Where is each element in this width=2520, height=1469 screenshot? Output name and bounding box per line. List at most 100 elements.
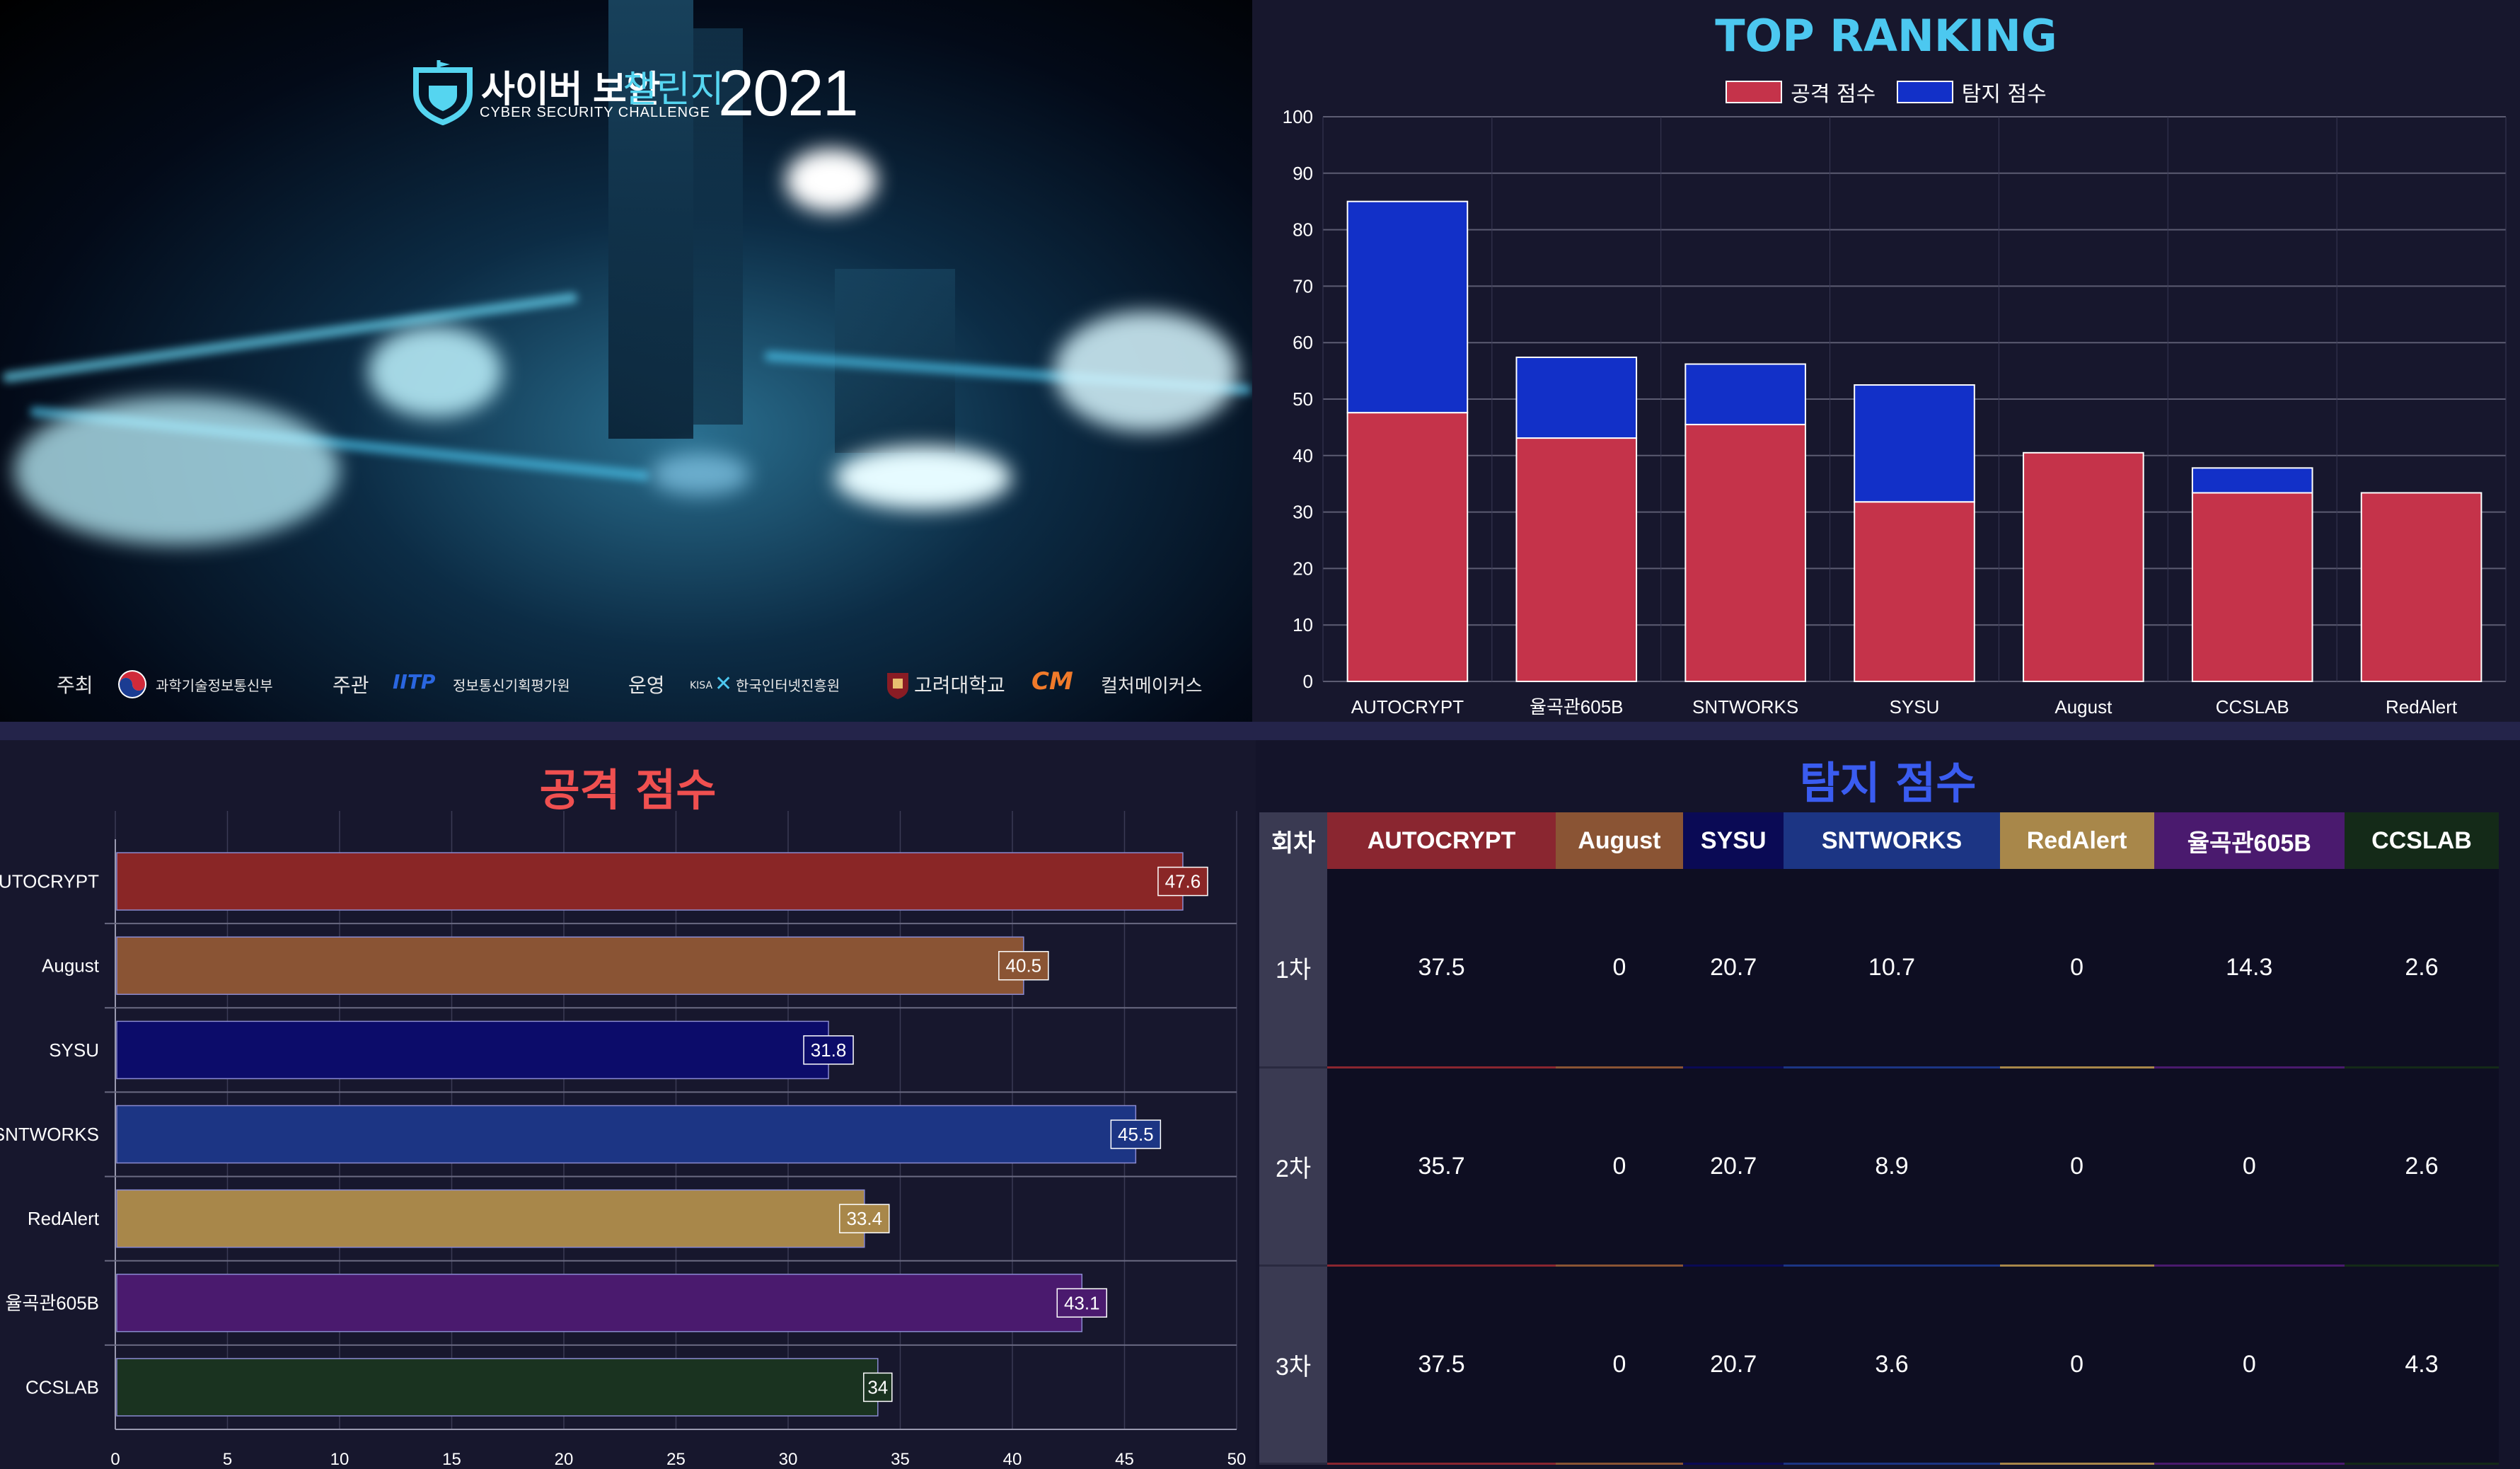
attack-score-panel: 0 5 10 15 20 25 30 35 40 45 50 AUTOCRYPT 47.6 August 4… xyxy=(0,740,1256,1469)
bar-attack-score xyxy=(117,1274,1082,1332)
x-tick-label: 45 xyxy=(1115,1450,1134,1469)
legend-item-attack[interactable]: 공격 점수 xyxy=(1726,76,1875,108)
x-tick-label: 30 xyxy=(779,1450,798,1469)
detect-score-panel: 탐지 점수 회차 AUTOCRYPT August SYSU SNTWORKS … xyxy=(1256,740,2520,1469)
bar-attack-score xyxy=(117,1021,828,1078)
y-tick-label: 100 xyxy=(1283,106,1313,127)
detect-title: 탐지 점수 xyxy=(1256,747,2520,811)
header-team: SNTWORKS xyxy=(1784,812,1999,869)
headlight-glow xyxy=(368,326,502,417)
university-crest-icon xyxy=(886,672,910,700)
headlight-glow xyxy=(835,446,1012,509)
x-tick-label: 50 xyxy=(1227,1450,1247,1469)
logo-subtitle: CYBER SECURITY CHALLENGE xyxy=(480,105,710,121)
score-cell: 20.7 xyxy=(1683,1067,1784,1265)
y-tick-label: August xyxy=(42,955,100,977)
bar-detect xyxy=(2192,468,2313,492)
score-cell: 10.7 xyxy=(1784,869,1999,1067)
bar-detect xyxy=(1348,202,1468,413)
x-tick-label: 35 xyxy=(891,1450,910,1469)
x-tick-label: SNTWORKS xyxy=(1692,696,1798,718)
y-tick-label: 70 xyxy=(1293,275,1313,296)
y-tick-label: 20 xyxy=(1293,558,1313,579)
score-cell: 0 xyxy=(2154,1265,2345,1463)
data-label: 47.6 xyxy=(1165,871,1201,892)
bar-attack xyxy=(1685,425,1805,681)
cm-logo: CM xyxy=(1031,667,1073,696)
data-label: 40.5 xyxy=(1006,955,1042,977)
score-cell: 0 xyxy=(1556,869,1683,1067)
score-cell: 14.3 xyxy=(2154,869,2345,1067)
legend-swatch-attack xyxy=(1726,81,1782,103)
legend-label-detect: 탐지 점수 xyxy=(1962,76,2047,108)
score-cell: 4.3 xyxy=(2345,1265,2499,1463)
attack-score-chart: 05101520253035404550AUTOCRYPT47.6August4… xyxy=(0,740,1256,1469)
iitp-logo: IITP xyxy=(393,670,435,693)
y-tick-label: RedAlert xyxy=(28,1208,100,1229)
data-label: 31.8 xyxy=(811,1039,847,1061)
headlight-glow xyxy=(785,149,877,212)
x-tick-label: AUTOCRYPT xyxy=(1351,696,1464,718)
score-cell: 37.5 xyxy=(1327,1265,1556,1463)
x-tick-label: CCSLAB xyxy=(2216,696,2289,718)
header-team: AUTOCRYPT xyxy=(1327,812,1556,869)
y-tick-label: 0 xyxy=(1303,671,1313,692)
header-team: CCSLAB xyxy=(2345,812,2499,869)
logo-year: 2021 xyxy=(718,57,857,131)
score-cell: 20.7 xyxy=(1683,1265,1784,1463)
y-tick-label: 80 xyxy=(1293,219,1313,241)
table-row: 3차 37.5 0 20.7 3.6 0 0 4.3 xyxy=(1259,1265,2499,1463)
top-ranking-panel: 0 10 20 30 40 50 60 70 80 90 100 AUTOCRYPT 율곡관605B SN… xyxy=(1252,0,2520,722)
headlight-glow xyxy=(651,453,750,495)
score-cell: 0 xyxy=(2000,1067,2154,1265)
x-tick-label: 0 xyxy=(110,1450,120,1469)
university-name: 고려대학교 xyxy=(914,670,1005,698)
header-team: 율곡관605B xyxy=(2154,812,2345,869)
kisa-mark-icon: ✕ xyxy=(715,672,732,696)
bar-detect xyxy=(1854,385,1975,502)
sponsor-bar: 주최 과학기술정보통신부 주관 IITP 정보통신기획평가원 운영 KISA ✕… xyxy=(0,662,1252,711)
government-emblem-icon xyxy=(117,669,148,700)
data-label: 43.1 xyxy=(1064,1292,1100,1313)
data-label: 33.4 xyxy=(846,1208,882,1229)
round-cell: 2차 xyxy=(1259,1067,1327,1265)
score-cell: 20.7 xyxy=(1683,869,1784,1067)
legend-item-detect[interactable]: 탐지 점수 xyxy=(1897,76,2047,108)
x-tick-label: 40 xyxy=(1003,1450,1022,1469)
x-tick-label: RedAlert xyxy=(2386,696,2458,718)
y-tick-label: 율곡관605B xyxy=(6,1292,99,1313)
table-row: 2차 35.7 0 20.7 8.9 0 0 2.6 xyxy=(1259,1067,2499,1265)
y-tick-label: SYSU xyxy=(49,1039,99,1061)
score-cell: 3.6 xyxy=(1784,1265,1999,1463)
bar-attack xyxy=(1348,413,1468,681)
score-cell: 37.5 xyxy=(1327,869,1556,1067)
score-cell: 0 xyxy=(2154,1067,2345,1265)
ranking-legend: 공격 점수 탐지 점수 xyxy=(1252,76,2520,109)
company-name: 컬처메이커스 xyxy=(1101,672,1203,698)
headlight-glow xyxy=(14,396,340,545)
y-tick-label: CCSLAB xyxy=(25,1376,99,1398)
score-cell: 2.6 xyxy=(2345,1067,2499,1265)
y-tick-label: 30 xyxy=(1293,502,1313,523)
bar-attack-score xyxy=(117,937,1024,994)
attack-title: 공격 점수 xyxy=(0,754,1256,818)
y-tick-label: 40 xyxy=(1293,445,1313,466)
bar-attack xyxy=(1854,502,1975,681)
x-tick-label: 5 xyxy=(223,1450,232,1469)
y-tick-label: AUTOCRYPT xyxy=(0,871,99,892)
score-cell: 0 xyxy=(1556,1067,1683,1265)
bar-attack-score xyxy=(117,1190,865,1248)
operator-org: 한국인터넷진흥원 xyxy=(736,674,840,695)
y-tick-label: 60 xyxy=(1293,332,1313,353)
event-banner: 사이버 보안 챌린지 2021 CYBER SECURITY CHALLENGE… xyxy=(0,0,1252,722)
header-team: August xyxy=(1556,812,1683,869)
score-cell: 0 xyxy=(1556,1265,1683,1463)
score-cell: 0 xyxy=(2000,1265,2154,1463)
panel-divider xyxy=(0,722,2520,740)
round-cell: 1차 xyxy=(1259,869,1327,1067)
header-team: SYSU xyxy=(1683,812,1784,869)
header-team: RedAlert xyxy=(2000,812,2154,869)
score-cell: 0 xyxy=(2000,869,2154,1067)
x-tick-label: SYSU xyxy=(1890,696,1940,718)
bar-attack-score xyxy=(117,853,1183,910)
